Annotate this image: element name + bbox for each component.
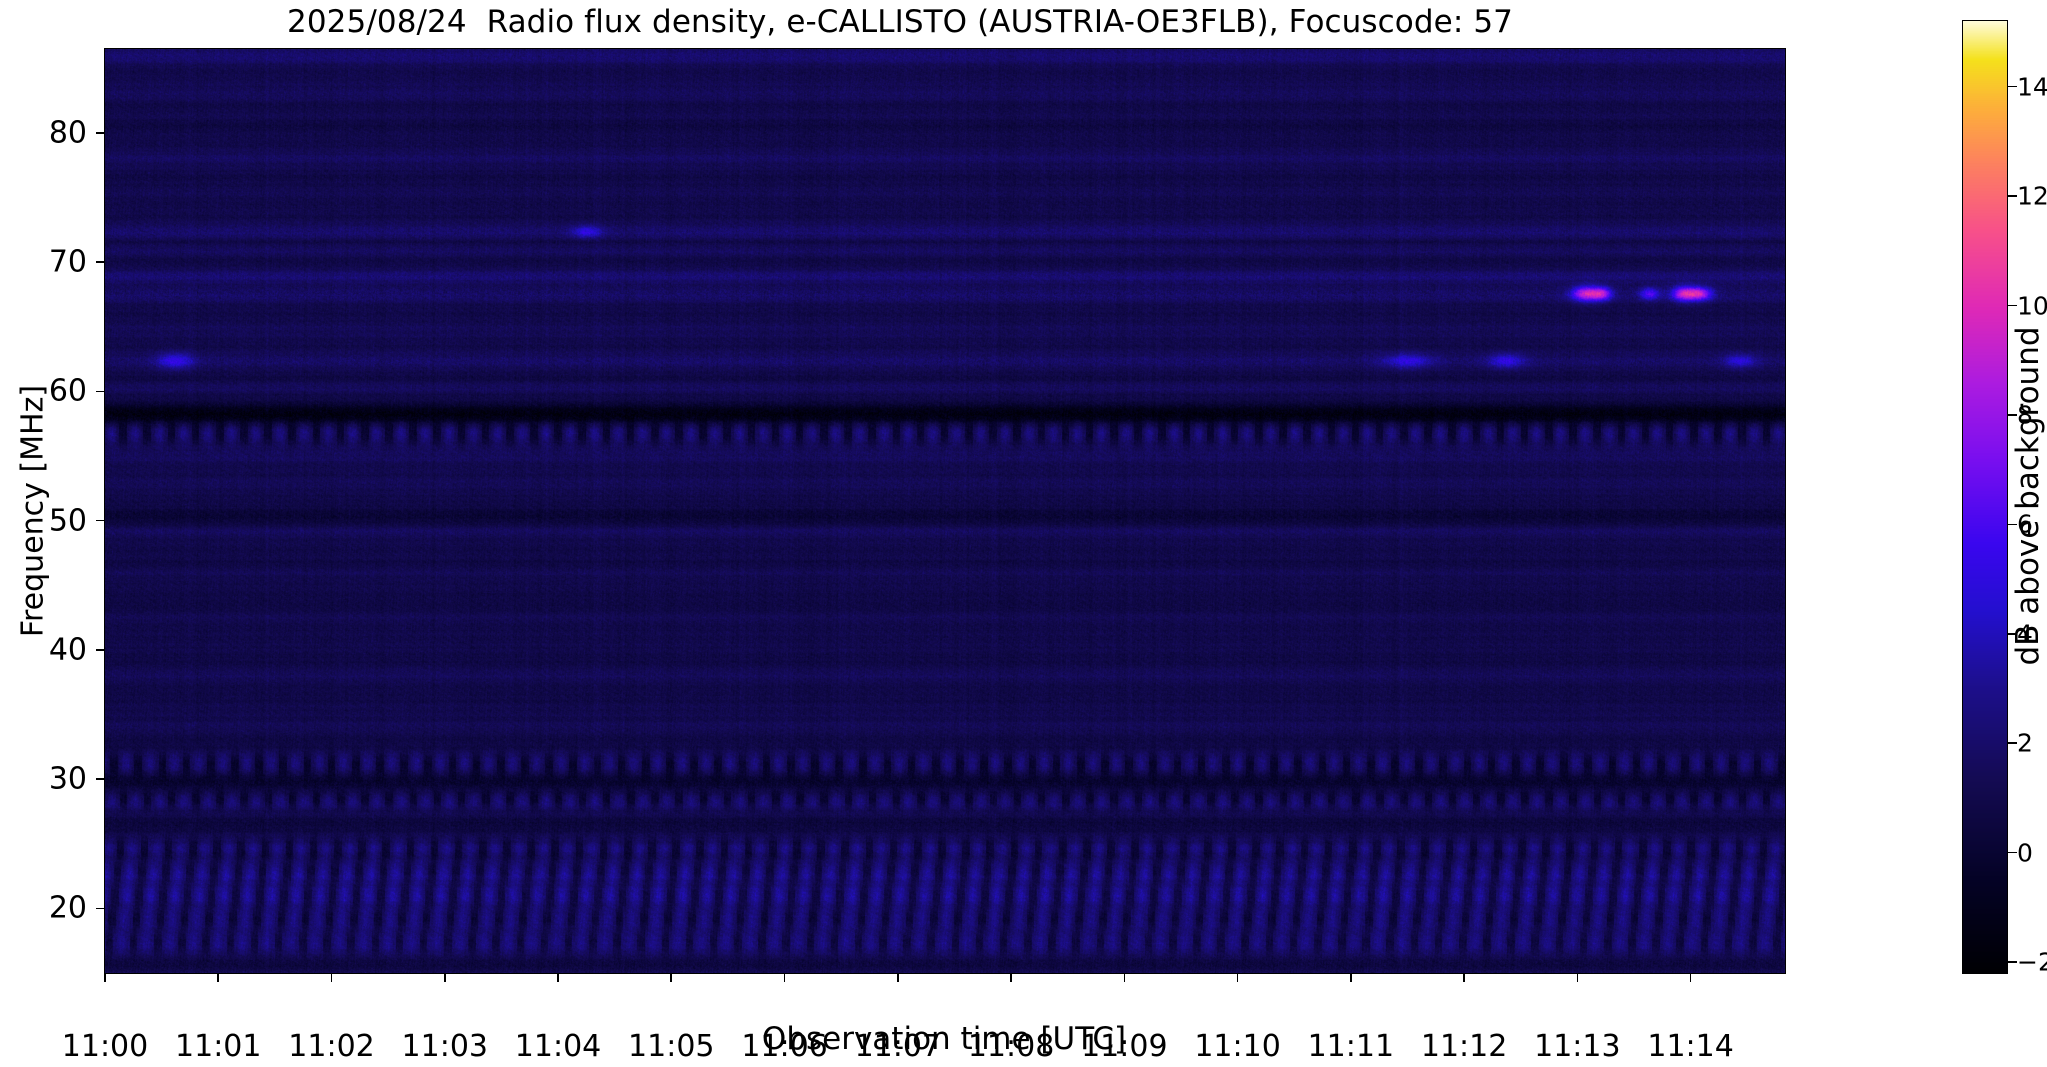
colorbar-tick-label: 12 <box>2017 181 2047 211</box>
y-axis-tick-label: 30 <box>48 761 87 797</box>
x-axis-tick-label: 11:09 <box>1081 1029 1168 1064</box>
y-axis-label: Frequency [MHz] <box>15 384 51 638</box>
x-axis-tick-label: 11:11 <box>1307 1029 1395 1064</box>
colorbar-tick-mark <box>2008 742 2017 744</box>
y-axis-tick-mark <box>96 649 105 651</box>
colorbar-label: dB above background <box>2010 326 2046 666</box>
colorbar-tick-label: 2 <box>2017 728 2033 758</box>
x-axis-tick-label: 11:00 <box>61 1029 149 1064</box>
y-axis-tick-label: 50 <box>48 503 87 539</box>
colorbar-tick-label: 10 <box>2017 291 2047 320</box>
x-axis-tick-label: 11:07 <box>854 1029 942 1064</box>
colorbar-tick-mark <box>2008 961 2017 963</box>
x-axis-tick-label: 11:03 <box>401 1029 488 1064</box>
x-axis-tick-label: 11:12 <box>1420 1029 1508 1064</box>
spectrogram-image <box>105 49 1785 973</box>
x-axis-tick-mark <box>217 973 220 982</box>
y-axis-tick-mark <box>96 390 105 393</box>
colorbar-tick-label: 14 <box>2017 72 2047 102</box>
y-axis-tick-mark <box>96 261 105 264</box>
x-axis-tick-label: 11:06 <box>741 1029 828 1064</box>
x-axis-tick-label: 11:04 <box>514 1029 602 1064</box>
x-axis-tick-mark <box>1010 973 1012 982</box>
y-axis-tick-mark <box>96 907 105 910</box>
colorbar-tick-mark <box>2008 85 2017 88</box>
x-axis-tick-label: 11:13 <box>1534 1029 1621 1064</box>
colorbar-tick-mark <box>2008 523 2017 526</box>
x-axis-tick-mark <box>1236 973 1239 982</box>
y-axis-tick-mark <box>96 519 105 522</box>
y-axis-tick-label: 80 <box>48 115 87 151</box>
y-axis-tick-label: 20 <box>48 890 87 926</box>
x-axis-tick-mark <box>443 973 446 982</box>
colorbar-tick-mark <box>2008 414 2017 416</box>
colorbar-gradient <box>1963 21 2007 973</box>
x-axis-tick-mark <box>897 973 899 982</box>
colorbar: −2 0 2 4 6 8 10 12 14 <box>1962 20 2047 977</box>
spectrogram-axes: Frequency [MHz] 80 70 60 50 40 30 20 11:00 11:0… <box>16 48 1786 1064</box>
y-axis-tick-mark <box>96 778 105 780</box>
y-axis-tick-label: 40 <box>48 632 87 668</box>
x-axis-tick-label: 11:08 <box>967 1029 1055 1064</box>
x-axis-tick-label: 11:01 <box>175 1029 262 1064</box>
x-axis-tick-label: 11:05 <box>628 1029 715 1064</box>
x-axis-tick-mark <box>783 973 786 982</box>
colorbar-tick-label: 4 <box>2017 619 2033 649</box>
x-axis-tick-mark <box>1689 973 1692 982</box>
figure-title: 2025/08/24 Radio flux density, e-CALLIST… <box>287 4 1513 40</box>
x-axis-tick-mark <box>670 973 673 982</box>
x-axis-tick-mark <box>330 973 333 982</box>
x-axis-tick-label: 11:02 <box>288 1029 375 1064</box>
x-axis-label: Observation time [UTC] <box>761 1021 1127 1057</box>
x-axis-tick-mark <box>104 973 106 982</box>
colorbar-tick-mark <box>2008 304 2017 307</box>
y-axis-tick-mark <box>96 132 105 134</box>
colorbar-tick-label: −2 <box>2017 947 2047 977</box>
x-axis-tick-label: 11:10 <box>1194 1029 1281 1064</box>
colorbar-tick-mark <box>2008 632 2017 635</box>
y-axis-tick-label: 70 <box>48 244 87 280</box>
x-axis-tick-mark <box>1463 973 1465 982</box>
colorbar-tick-label: 8 <box>2017 400 2033 430</box>
x-axis-tick-mark <box>1350 973 1352 982</box>
x-axis-tick-mark <box>1123 973 1126 982</box>
colorbar-tick-label: 0 <box>2017 838 2033 868</box>
x-axis-tick-label: 11:14 <box>1647 1029 1734 1064</box>
colorbar-tick-label: 6 <box>2017 509 2033 539</box>
x-axis-tick-mark <box>1576 973 1579 982</box>
y-axis-tick-label: 60 <box>48 373 87 409</box>
colorbar-tick-mark <box>2008 851 2017 854</box>
colorbar-tick-mark <box>2008 195 2017 197</box>
x-axis-tick-mark <box>557 973 559 982</box>
